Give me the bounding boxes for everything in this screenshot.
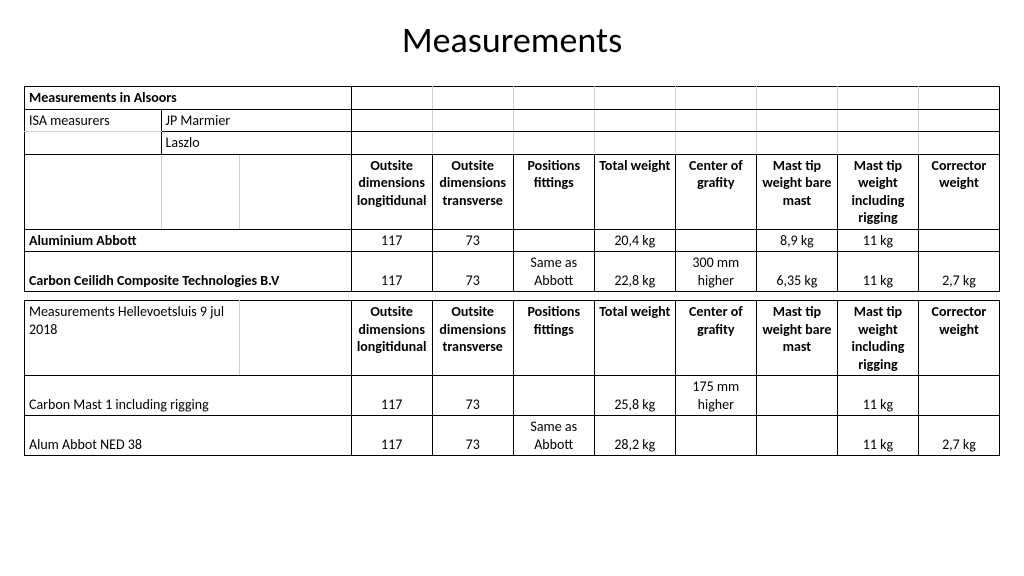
t1-heading: Measurements in Alsoors (25, 87, 352, 110)
cell: 73 (432, 229, 513, 252)
cell (918, 132, 999, 155)
cell: Same as Abbott (513, 416, 594, 456)
cell: 11 kg (837, 376, 918, 416)
col-header: Outsite dimensions longitidunal (351, 154, 432, 229)
col-header: Positions fittings (513, 154, 594, 229)
cell: 20,4 kg (594, 229, 675, 252)
cell (918, 376, 999, 416)
cell (513, 132, 594, 155)
cell: 175 mm higher (675, 376, 756, 416)
cell: 2,7 kg (918, 416, 999, 456)
cell (918, 109, 999, 132)
col-header: Outsite dimensions transverse (432, 301, 513, 376)
t1-row1-label: Aluminium Abbott (25, 229, 352, 252)
cell (675, 416, 756, 456)
cell: 11 kg (837, 229, 918, 252)
cell: 117 (351, 416, 432, 456)
table-row: ISA measurers JP Marmier (25, 109, 1000, 132)
cell (837, 109, 918, 132)
cell: 73 (432, 376, 513, 416)
cell: 25,8 kg (594, 376, 675, 416)
col-header: Mast tip weight including rigging (837, 154, 918, 229)
table-row: Carbon Mast 1 including rigging 117 73 2… (25, 376, 1000, 416)
t1-measurers-label: ISA measurers (25, 109, 162, 132)
cell (756, 132, 837, 155)
cell: 28,2 kg (594, 416, 675, 456)
cell (918, 87, 999, 110)
cell (351, 109, 432, 132)
col-header: Corrector weight (918, 154, 999, 229)
cell (239, 301, 351, 376)
col-header: Center of grafity (675, 154, 756, 229)
col-header: Positions fittings (513, 301, 594, 376)
t1-row2-label: Carbon Ceilidh Composite Technologies B.… (25, 252, 352, 292)
t2-heading: Measurements Hellevoetsluis 9 jul 2018 (25, 301, 240, 376)
cell (513, 376, 594, 416)
table-alsoors: Measurements in Alsoors ISA measurers JP… (24, 86, 1000, 292)
cell: 117 (351, 229, 432, 252)
cell (351, 87, 432, 110)
table-row: Carbon Ceilidh Composite Technologies B.… (25, 252, 1000, 292)
cell (756, 87, 837, 110)
page-title: Measurements (0, 0, 1024, 86)
cell: 22,8 kg (594, 252, 675, 292)
cell (161, 154, 239, 229)
table-row: Alum Abbot NED 38 117 73 Same as Abbott … (25, 416, 1000, 456)
cell (675, 109, 756, 132)
table-row: Measurements Hellevoetsluis 9 jul 2018 O… (25, 301, 1000, 376)
cell (432, 132, 513, 155)
cell (675, 132, 756, 155)
col-header: Corrector weight (918, 301, 999, 376)
cell (918, 229, 999, 252)
t2-row1-label: Carbon Mast 1 including rigging (25, 376, 352, 416)
cell: 300 mm higher (675, 252, 756, 292)
cell (756, 109, 837, 132)
cell (756, 376, 837, 416)
col-header: Center of grafity (675, 301, 756, 376)
table-row: Laszlo (25, 132, 1000, 155)
col-header: Outsite dimensions longitidunal (351, 301, 432, 376)
cell (675, 229, 756, 252)
col-header: Mast tip weight including rigging (837, 301, 918, 376)
cell (513, 229, 594, 252)
cell: 6,35 kg (756, 252, 837, 292)
table-hellevoetsluis: Measurements Hellevoetsluis 9 jul 2018 O… (24, 300, 1000, 456)
cell: 117 (351, 252, 432, 292)
table-row: Aluminium Abbott 117 73 20,4 kg 8,9 kg 1… (25, 229, 1000, 252)
cell (432, 87, 513, 110)
cell (513, 109, 594, 132)
cell: Same as Abbott (513, 252, 594, 292)
table-row: Measurements in Alsoors (25, 87, 1000, 110)
col-header: Mast tip weight bare mast (756, 301, 837, 376)
col-header: Outsite dimensions transverse (432, 154, 513, 229)
cell (756, 416, 837, 456)
cell (513, 87, 594, 110)
cell (594, 87, 675, 110)
table-row: Outsite dimensions longitidunal Outsite … (25, 154, 1000, 229)
cell (239, 154, 351, 229)
cell: 117 (351, 376, 432, 416)
cell (675, 87, 756, 110)
cell (432, 109, 513, 132)
cell: 11 kg (837, 252, 918, 292)
cell (594, 132, 675, 155)
cell (25, 132, 162, 155)
t1-measurer1: JP Marmier (161, 109, 351, 132)
cell: 2,7 kg (918, 252, 999, 292)
cell (837, 132, 918, 155)
t1-measurer2: Laszlo (161, 132, 351, 155)
cell: 73 (432, 416, 513, 456)
cell: 11 kg (837, 416, 918, 456)
cell: 8,9 kg (756, 229, 837, 252)
cell (351, 132, 432, 155)
col-header: Total weight (594, 154, 675, 229)
tables-wrapper: Measurements in Alsoors ISA measurers JP… (0, 86, 1024, 456)
col-header: Total weight (594, 301, 675, 376)
cell: 73 (432, 252, 513, 292)
cell (594, 109, 675, 132)
col-header: Mast tip weight bare mast (756, 154, 837, 229)
cell (25, 154, 162, 229)
t2-row2-label: Alum Abbot NED 38 (25, 416, 352, 456)
cell (837, 87, 918, 110)
